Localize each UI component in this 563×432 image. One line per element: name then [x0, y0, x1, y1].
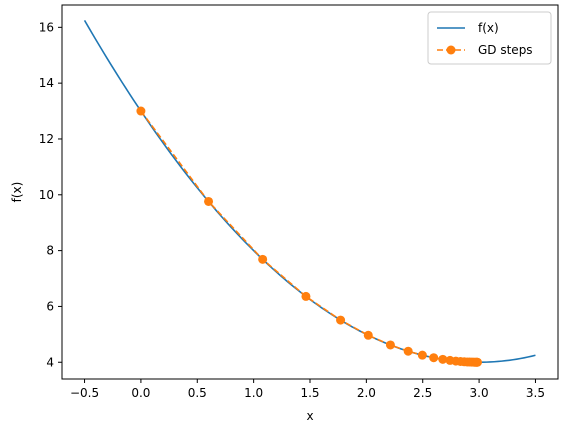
legend-fx-label: f(x)	[478, 21, 499, 35]
legend-box	[427, 11, 552, 65]
x-tick-label: 2.5	[413, 386, 432, 400]
gd-step-point	[385, 340, 395, 350]
y-tick-label: 14	[39, 76, 54, 90]
gd-step-point	[336, 315, 346, 325]
y-tick-label: 6	[46, 299, 54, 313]
x-tick-label: −0.5	[70, 386, 99, 400]
gd-step-point	[301, 291, 311, 301]
gd-step-point	[204, 196, 214, 206]
y-tick-label: 8	[46, 244, 54, 258]
x-tick-label: 2.0	[357, 386, 376, 400]
gd-step-point	[403, 346, 413, 356]
gd-step-point	[363, 330, 373, 340]
x-tick-label: 1.0	[244, 386, 263, 400]
y-tick-label: 16	[39, 20, 54, 34]
x-tick-label: 3.5	[526, 386, 545, 400]
x-tick-label: 1.5	[300, 386, 319, 400]
y-tick-label: 12	[39, 132, 54, 146]
x-axis-label: x	[306, 409, 313, 423]
gd-step-point	[438, 354, 448, 364]
y-tick-label: 10	[39, 188, 54, 202]
legend: f(x) GD steps	[427, 11, 552, 65]
y-tick-label: 4	[46, 355, 54, 369]
y-axis-label: f(x)	[10, 182, 24, 203]
legend-gd-label: GD steps	[478, 43, 533, 57]
legend-gd-marker	[446, 45, 456, 55]
x-tick-label: 0.5	[188, 386, 207, 400]
x-tick-label: 0.0	[131, 386, 150, 400]
gd-step-point	[472, 357, 482, 367]
gd-step-point	[136, 106, 146, 116]
x-tick-label: 3.0	[470, 386, 489, 400]
gd-step-point	[258, 254, 268, 264]
gd-step-point	[429, 353, 439, 363]
gd-step-point	[417, 350, 427, 360]
plot-area	[62, 5, 558, 379]
